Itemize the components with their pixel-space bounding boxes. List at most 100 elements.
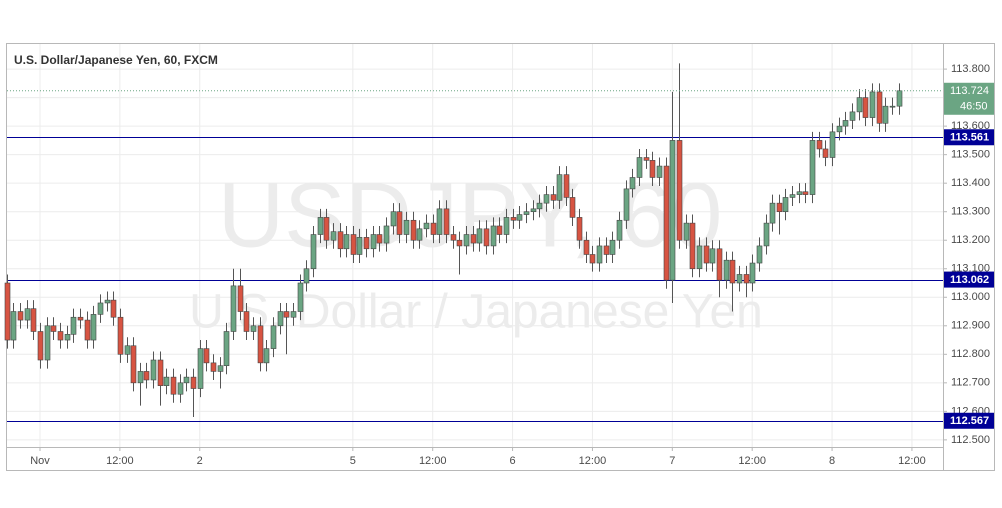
candle-body — [643, 157, 650, 161]
candle-body — [656, 165, 663, 178]
candle-body — [356, 237, 363, 255]
candle-body — [17, 311, 24, 321]
candle-body — [217, 365, 224, 372]
candle-body — [310, 234, 317, 270]
candle-body — [849, 111, 856, 121]
candle-body — [443, 208, 450, 235]
candle-body — [57, 331, 64, 341]
candle-body — [64, 334, 71, 341]
candle-body — [756, 245, 763, 264]
candle-body — [749, 262, 756, 284]
countdown-label: 46:50 — [960, 101, 988, 113]
candle-body — [869, 91, 876, 118]
candle-body — [556, 174, 563, 201]
candle-body — [416, 228, 423, 241]
candle-body — [203, 348, 210, 364]
candle-body — [616, 219, 623, 241]
last-price-badge — [944, 82, 994, 115]
chart-title: U.S. Dollar/Japanese Yen, 60, FXCM — [14, 53, 218, 67]
candle-body — [782, 197, 789, 213]
candle-body — [663, 165, 670, 281]
candle-body — [110, 299, 117, 318]
candle-body — [510, 217, 517, 221]
y-tick-label: 113.400 — [951, 177, 990, 189]
level-label: 113.561 — [950, 132, 989, 144]
candle-body — [769, 202, 776, 224]
y-tick-label: 113.200 — [951, 234, 990, 246]
candle-body — [436, 208, 443, 235]
candle-body — [889, 105, 896, 108]
candle-body — [696, 245, 703, 270]
candle-body — [30, 308, 37, 332]
candle-body — [376, 234, 383, 244]
candle-body — [104, 299, 111, 304]
candle-body — [563, 174, 570, 198]
candle-body — [237, 285, 244, 312]
candle-body — [809, 140, 816, 195]
candle-body — [776, 202, 783, 213]
candle-body — [37, 331, 44, 361]
y-tick-label: 112.800 — [951, 348, 990, 360]
candle-body — [829, 131, 836, 158]
candle-body — [177, 382, 184, 395]
candle-body — [876, 91, 883, 124]
candle-body — [736, 274, 743, 284]
candle-body — [330, 231, 337, 241]
candle-body — [676, 140, 683, 241]
last-price-label: 113.724 — [950, 85, 989, 97]
candle-body — [856, 97, 863, 113]
candle-body — [450, 234, 457, 241]
candle-body — [523, 211, 530, 215]
candle-body — [729, 259, 736, 284]
candle-body — [163, 376, 170, 386]
candle-body — [97, 302, 104, 315]
y-tick-label: 113.000 — [951, 291, 990, 303]
candle-body — [10, 311, 17, 341]
candle-body — [836, 125, 843, 133]
y-tick-label: 112.700 — [951, 377, 990, 389]
candle-body — [882, 105, 889, 124]
candle-body — [270, 325, 277, 349]
watermark-symbol: USDJPY, 60 — [218, 164, 723, 266]
candle-body — [130, 345, 137, 384]
x-tick-label: 12:00 — [579, 455, 607, 467]
candle-body — [683, 222, 690, 241]
candle-body — [223, 331, 230, 367]
candle-body — [430, 222, 437, 235]
candle-body — [257, 325, 264, 364]
candle-body — [596, 245, 603, 264]
candle-body — [623, 188, 630, 221]
candle-body — [363, 237, 370, 250]
candle-body — [576, 217, 583, 241]
candle-body — [763, 222, 770, 247]
candle-body — [277, 311, 284, 327]
y-tick-label: 112.500 — [951, 434, 990, 446]
candle-body — [343, 234, 350, 250]
y-tick-label: 112.900 — [951, 320, 990, 332]
candle-body — [603, 245, 610, 255]
x-tick-label: 12:00 — [738, 455, 766, 467]
x-tick-label: 7 — [669, 455, 675, 467]
candle-body — [456, 239, 463, 247]
candle-body — [383, 225, 390, 244]
candle-body — [70, 316, 77, 335]
candle-body — [337, 231, 344, 250]
candle-body — [396, 211, 403, 235]
candle-body — [403, 219, 410, 235]
candle-body — [723, 259, 730, 281]
candle-body — [90, 314, 97, 341]
candle-body — [543, 194, 550, 204]
candle-body — [390, 211, 397, 227]
x-tick-label: 12:00 — [106, 455, 134, 467]
candle-body — [170, 376, 177, 395]
candle-body — [476, 228, 483, 244]
candle-body — [230, 285, 237, 332]
candle-body — [503, 217, 510, 235]
candle-body — [143, 371, 150, 381]
candle-body — [44, 325, 51, 361]
candle-body — [483, 228, 490, 247]
candle-body — [516, 214, 523, 221]
x-tick-label: 12:00 — [898, 455, 926, 467]
candle-body — [150, 359, 157, 381]
